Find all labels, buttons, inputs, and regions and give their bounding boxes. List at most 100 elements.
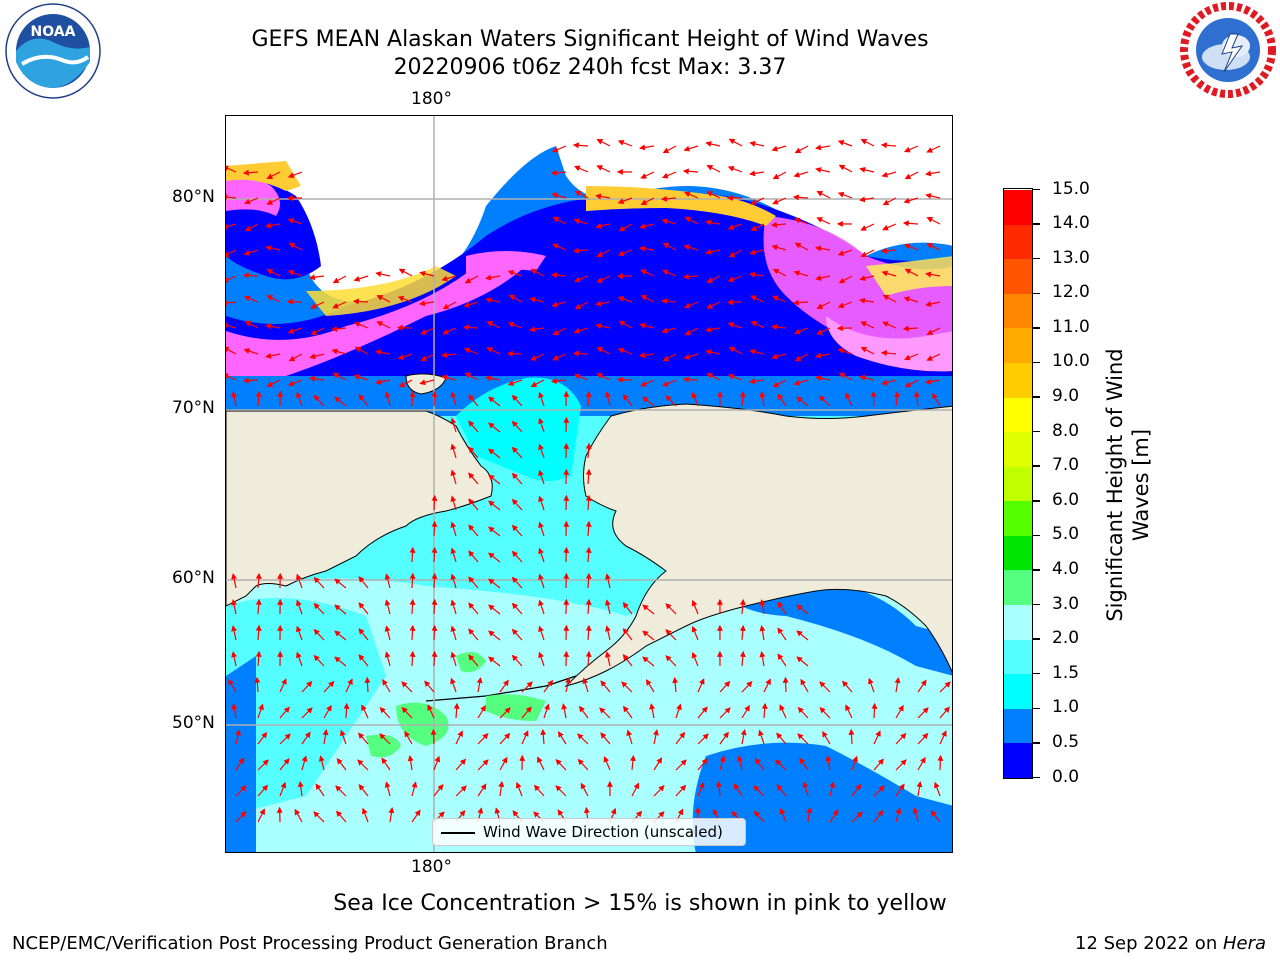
wave-direction-arrow (819, 681, 831, 693)
lat-label-50: 50°N (172, 713, 215, 733)
wave-direction-arrow (916, 781, 923, 797)
wave-direction-arrow (860, 346, 875, 355)
colorbar-tick (1033, 396, 1040, 398)
wave-direction-arrow (353, 321, 369, 329)
wave-direction-arrow (574, 301, 589, 310)
wave-direction-arrow (357, 759, 369, 771)
wave-direction-arrow (903, 296, 919, 303)
wave-direction-arrow (521, 681, 533, 693)
wave-direction-arrow (266, 197, 281, 205)
wave-direction-arrow (226, 373, 237, 381)
wave-direction-arrow (653, 785, 665, 797)
wave-direction-arrow (639, 144, 655, 151)
colorbar-tick (1033, 534, 1040, 537)
footer-machine: Hera (1222, 933, 1266, 954)
wave-direction-arrow (538, 469, 545, 485)
wave-direction-arrow (409, 598, 416, 615)
wave-direction-arrow (397, 295, 413, 303)
wave-direction-arrow (296, 599, 303, 615)
wave-direction-arrow (917, 756, 926, 771)
wave-direction-arrow (939, 730, 947, 745)
wave-direction-arrow (859, 374, 875, 381)
wave-direction-arrow (235, 757, 245, 771)
colorbar (1003, 188, 1033, 779)
wave-direction-arrow (308, 274, 325, 281)
nws-logo (1180, 2, 1276, 98)
wave-direction-arrow (728, 346, 743, 355)
wave-direction-arrow (468, 550, 479, 563)
wave-direction-arrow (441, 374, 457, 381)
wave-direction-arrow (257, 808, 265, 823)
wave-direction-arrow (600, 732, 611, 745)
wave-direction-arrow (691, 625, 699, 641)
wave-direction-arrow (881, 171, 897, 178)
wave-direction-arrow (748, 271, 765, 278)
wave-direction-arrow (477, 759, 489, 771)
wave-direction-arrow (477, 783, 487, 797)
wave-direction-arrow (793, 327, 809, 335)
wave-direction-arrow (488, 526, 501, 537)
wave-direction-arrow (684, 216, 699, 225)
wave-direction-arrow (301, 755, 308, 771)
wave-direction-arrow (379, 706, 391, 719)
wave-direction-arrow (917, 732, 929, 745)
colorbar-segment (1004, 293, 1032, 329)
wave-direction-arrow (926, 327, 941, 335)
wave-direction-arrow (450, 651, 457, 667)
wave-direction-arrow (917, 679, 927, 693)
wave-direction-arrow (860, 249, 875, 258)
wave-direction-arrow (257, 784, 269, 797)
wave-direction-arrow (294, 808, 303, 823)
wave-direction-arrow (882, 223, 897, 231)
colorbar-tick (1033, 672, 1040, 675)
wave-direction-arrow (903, 353, 919, 361)
land-russia (226, 410, 493, 607)
wave-direction-arrow (431, 650, 438, 667)
wave-direction-arrow (308, 375, 325, 382)
wave-direction-arrow (640, 294, 655, 303)
wave-direction-arrow (603, 755, 611, 771)
wave-direction-arrow (477, 704, 486, 719)
wave-direction-arrow (488, 656, 501, 667)
wave-direction-arrow (871, 702, 878, 719)
wave-direction-arrow (894, 677, 901, 693)
wave-direction-arrow (904, 379, 919, 388)
wave-direction-arrow (697, 781, 705, 797)
colorbar-tick (1033, 292, 1040, 294)
colorbar-tick-label: 11.0 (1052, 316, 1090, 337)
wave-direction-arrow (243, 295, 259, 303)
map-subtitle: 20220906 t06z 240h fcst Max: 3.37 (393, 55, 787, 80)
wave-direction-arrow (550, 378, 567, 384)
wave-direction-arrow (642, 656, 655, 667)
wave-direction-arrow (488, 578, 501, 589)
wave-direction-arrow (419, 270, 435, 277)
wave-direction-arrow (753, 785, 765, 797)
sea-ice-note: Sea Ice Concentration > 15% is shown in … (333, 891, 947, 916)
wave-direction-arrow (640, 379, 655, 387)
wave-direction-arrow (706, 165, 721, 173)
wave-direction-arrow (895, 759, 907, 771)
wave-direction-arrow (419, 379, 435, 386)
colorbar-tick (1033, 430, 1040, 433)
wave-direction-arrow (771, 244, 787, 251)
wave-direction-arrow (750, 295, 765, 303)
wave-direction-arrow (819, 707, 831, 719)
wave-direction-arrow (450, 573, 457, 589)
chukchi-sea (456, 377, 581, 481)
wave-direction-arrow (309, 353, 325, 360)
wave-direction-arrow (599, 707, 611, 719)
wave-direction-arrow (777, 653, 787, 667)
wave-direction-arrow (741, 704, 750, 719)
wave-direction-arrow (604, 599, 611, 615)
wave-direction-arrow (873, 810, 884, 823)
wave-direction-arrow (672, 676, 679, 693)
wave-direction-arrow (376, 295, 391, 303)
wave-direction-arrow (642, 396, 655, 407)
wave-direction-arrow (384, 625, 391, 641)
wave-direction-arrow (468, 446, 479, 459)
wave-direction-arrow (829, 781, 836, 797)
wave-direction-arrow (727, 322, 743, 329)
wave-direction-arrow (257, 703, 264, 719)
wave-direction-arrow (265, 352, 281, 359)
wave-direction-arrow (411, 781, 418, 797)
